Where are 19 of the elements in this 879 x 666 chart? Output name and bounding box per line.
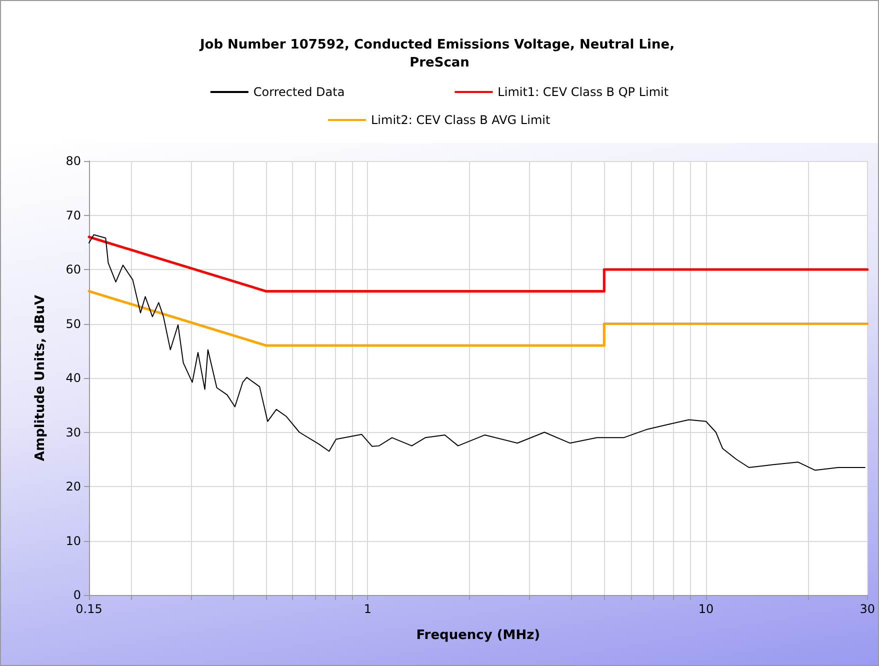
x-tick-label: 10 xyxy=(698,602,714,616)
y-tick-label: 70 xyxy=(66,208,81,222)
legend-label: Corrected Data xyxy=(253,85,345,99)
y-tick-label: 60 xyxy=(66,262,81,276)
chart-title: Job Number 107592, Conducted Emissions Voltage, Neutral Line, PreScan xyxy=(198,38,680,70)
x-tick-label: 0.15 xyxy=(76,602,102,616)
y-tick-label: 40 xyxy=(66,371,81,385)
x-tick-label: 1 xyxy=(364,602,372,616)
legend-label: Limit1: CEV Class B QP Limit xyxy=(498,85,669,99)
legend-label: Limit2: CEV Class B AVG Limit xyxy=(371,113,550,127)
y-tick-label: 30 xyxy=(66,425,81,440)
y-tick-label: 80 xyxy=(66,154,81,168)
y-tick-label: 50 xyxy=(66,316,81,331)
y-tick-label: 10 xyxy=(66,534,81,548)
y-axis-title: Amplitude Units, dBuV xyxy=(33,294,48,462)
y-tick-label: 20 xyxy=(66,480,81,494)
y-tick-label: 0 xyxy=(73,588,81,602)
x-axis-title: Frequency (MHz) xyxy=(416,628,540,643)
x-tick-label: 30 xyxy=(860,602,876,616)
